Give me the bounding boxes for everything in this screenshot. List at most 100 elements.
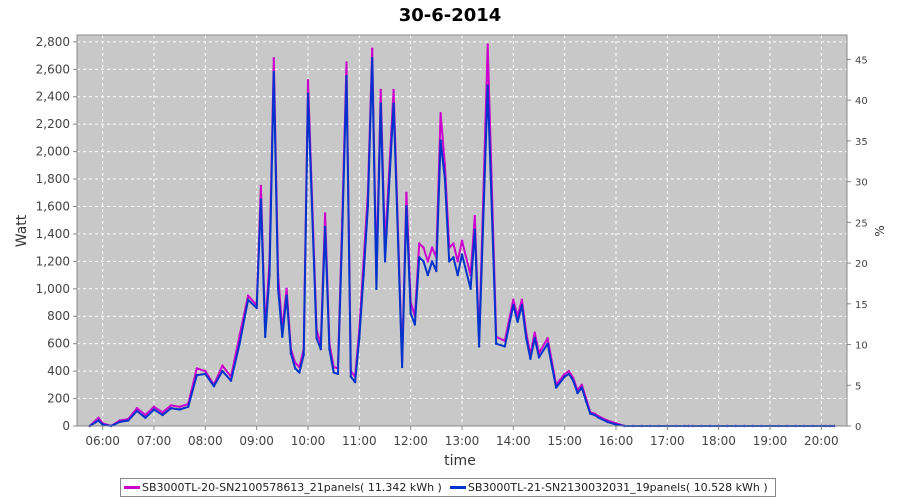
- data-point-series-2: [272, 70, 275, 74]
- data-point-series-1: [418, 242, 421, 245]
- data-point-series-1: [345, 61, 348, 64]
- data-point-series-2: [187, 405, 190, 408]
- data-point-series-2: [529, 357, 532, 360]
- data-point-series-2: [349, 375, 352, 378]
- data-point-series-2: [430, 260, 434, 263]
- data-point-series-2: [161, 413, 164, 417]
- data-point-series-2: [413, 323, 417, 326]
- data-point-series-2: [477, 345, 481, 348]
- data-point-series-1: [379, 88, 382, 92]
- data-point-series-1: [152, 405, 156, 408]
- data-point-series-1: [439, 112, 442, 115]
- data-point-series-2: [238, 342, 241, 345]
- data-point-series-2: [448, 260, 451, 263]
- data-point-series-2: [537, 356, 541, 359]
- data-point-series-1: [246, 294, 250, 297]
- data-point-series-2: [597, 416, 601, 419]
- data-point-series-2: [400, 365, 404, 369]
- data-point-series-2: [212, 385, 216, 388]
- y-tick-label: 1,200: [36, 254, 70, 268]
- data-point-series-2: [195, 374, 198, 377]
- data-point-series-1: [285, 287, 288, 290]
- data-point-series-2: [306, 92, 310, 96]
- data-point-series-2: [366, 205, 370, 208]
- x-tick-label: 11:00: [342, 434, 377, 448]
- y-tick-label: 2,000: [36, 145, 70, 159]
- data-point-series-2: [567, 372, 571, 376]
- x-tick-label: 14:00: [496, 434, 531, 448]
- data-point-series-2: [422, 260, 425, 263]
- data-point-series-1: [460, 239, 464, 242]
- x-tick-label: 17:00: [650, 434, 685, 448]
- data-point-series-2: [259, 198, 263, 201]
- data-point-series-2: [409, 312, 412, 315]
- data-point-series-2: [229, 379, 233, 382]
- legend: SB3000TL-20-SN2100578613_21panels( 11.34…: [120, 478, 776, 497]
- y2-tick-label: 45: [855, 55, 868, 66]
- x-tick-label: 18:00: [701, 434, 736, 448]
- data-point-series-1: [563, 372, 566, 376]
- data-point-series-2: [456, 273, 459, 277]
- y-tick-label: 600: [47, 337, 70, 351]
- y-tick-label: 2,200: [36, 117, 70, 131]
- data-point-series-2: [426, 273, 429, 277]
- data-point-series-2: [418, 256, 421, 259]
- x-axis: 06:00 07:00 08:00 09:00 10:00 11:00 12:00 13:00…: [85, 426, 839, 448]
- data-point-series-1: [452, 242, 455, 245]
- data-point-series-2: [255, 306, 258, 310]
- data-point-series-1: [221, 364, 224, 367]
- y-axis-label: Watt: [14, 214, 30, 247]
- data-point-series-2: [439, 139, 442, 142]
- data-point-series-2: [328, 348, 331, 351]
- data-point-series-1: [371, 47, 374, 50]
- x-axis-label: time: [444, 453, 476, 469]
- data-point-series-2: [144, 416, 147, 419]
- data-point-series-1: [426, 260, 429, 263]
- y2-tick-label: 10: [855, 341, 868, 352]
- data-point-series-1: [306, 79, 310, 82]
- data-point-series-2: [204, 372, 207, 376]
- data-point-series-2: [546, 342, 549, 345]
- data-point-series-2: [371, 57, 374, 60]
- data-point-series-2: [383, 260, 387, 263]
- legend-swatch-series-2: [449, 486, 466, 489]
- data-point-series-2: [576, 391, 579, 395]
- legend-swatch-series-1: [124, 486, 140, 489]
- data-point-series-2: [345, 75, 348, 78]
- data-point-series-2: [221, 369, 224, 373]
- data-point-series-2: [358, 337, 361, 340]
- data-point-series-2: [516, 320, 519, 323]
- data-point-series-2: [512, 304, 515, 307]
- x-tick-label: 15:00: [547, 434, 582, 448]
- data-point-series-2: [614, 423, 618, 426]
- y-tick-label: 200: [47, 392, 70, 406]
- data-point-series-1: [520, 298, 524, 301]
- data-point-series-2: [127, 419, 130, 422]
- data-point-series-1: [97, 416, 100, 419]
- data-point-series-2: [289, 352, 293, 355]
- legend-item-series-1: SB3000TL-20-SN2100578613_21panels( 11.34…: [124, 481, 442, 494]
- x-tick-label: 09:00: [239, 434, 274, 448]
- data-point-series-1: [135, 407, 139, 410]
- x-tick-label: 10:00: [291, 434, 326, 448]
- x-tick-label: 07:00: [137, 434, 172, 448]
- data-point-series-1: [392, 88, 395, 92]
- legend-label-series-1: SB3000TL-20-SN2100578613_21panels( 11.34…: [142, 481, 442, 494]
- data-point-series-2: [495, 342, 498, 345]
- data-point-series-2: [336, 372, 340, 376]
- legend-item-series-2: SB3000TL-21-SN2130032031_19panels( 10.52…: [449, 481, 768, 494]
- y-tick-label: 2,400: [36, 90, 70, 104]
- y2-tick-label: 40: [855, 96, 868, 107]
- data-point-series-2: [503, 345, 506, 348]
- data-point-series-2: [341, 232, 344, 236]
- data-point-series-2: [580, 386, 583, 389]
- data-point-series-2: [281, 335, 284, 338]
- y2-tick-label: 30: [855, 178, 868, 189]
- x-tick-label: 13:00: [445, 434, 480, 448]
- data-point-series-2: [379, 102, 382, 105]
- data-point-series-2: [375, 287, 378, 290]
- y2-tick-label: 35: [855, 137, 868, 148]
- data-point-series-1: [567, 369, 571, 373]
- data-point-series-2: [319, 348, 322, 351]
